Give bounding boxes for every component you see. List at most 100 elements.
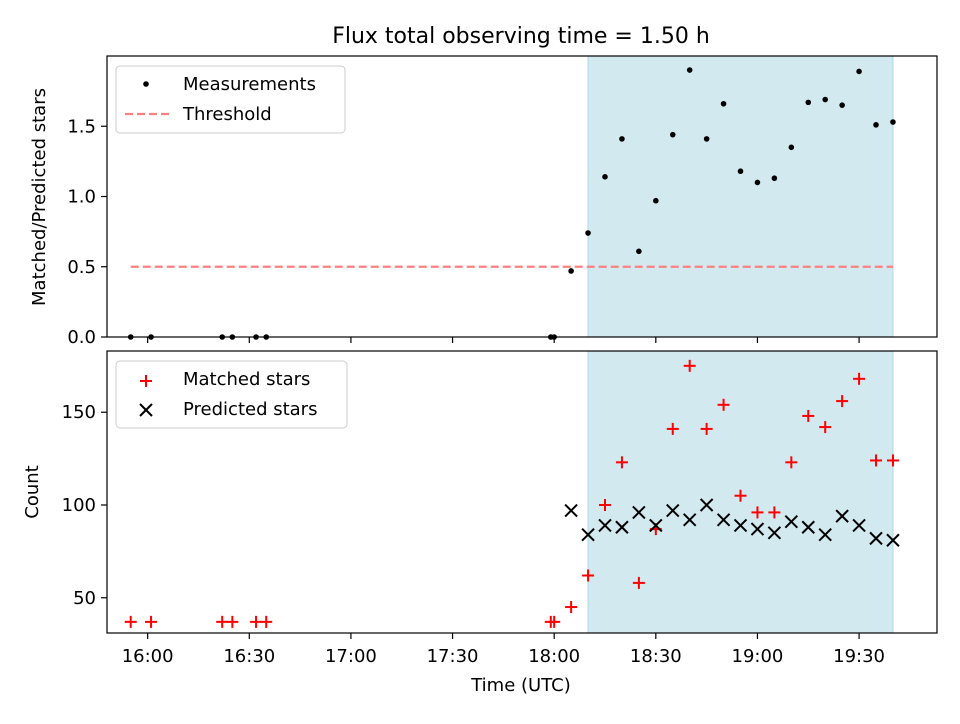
measurement-point <box>737 168 744 175</box>
predicted-star-point <box>699 498 714 512</box>
bottom-panel: 50 100 150 16:00 16:30 17:00 17:30 18:00 18:30 1… <box>62 350 938 667</box>
top-ytick-label: 1.5 <box>67 116 96 137</box>
legend-measurements-label: Measurements <box>183 74 316 95</box>
measurement-point <box>754 179 761 186</box>
matched-star-point <box>734 489 747 502</box>
xtick-label: 18:00 <box>528 646 580 667</box>
predicted-star-point <box>835 509 849 523</box>
predicted-star-point <box>615 520 629 534</box>
bottom-ytick-label: 50 <box>73 588 96 609</box>
matched-star-point <box>632 576 645 589</box>
xtick-label: 17:00 <box>325 646 377 667</box>
measurement-point <box>720 100 727 107</box>
matched-star-point <box>250 615 263 628</box>
top-ytick-label: 1.0 <box>67 187 96 208</box>
predicted-star-point <box>682 513 697 527</box>
measurement-point <box>771 175 778 182</box>
predicted-star-point <box>801 520 815 534</box>
legend-predicted-label: Predicted stars <box>183 399 317 420</box>
legend-measurements-marker <box>143 81 149 87</box>
predicted-star-point <box>666 503 680 518</box>
matched-star-point <box>836 395 849 408</box>
bottom-plot-frame <box>106 350 938 634</box>
matched-star-point <box>819 421 832 434</box>
xtick-label: 18:30 <box>630 646 682 667</box>
measurement-point <box>703 136 710 142</box>
measurement-point <box>585 230 591 236</box>
matched-star-point <box>666 422 679 435</box>
matched-star-point <box>751 506 764 519</box>
measurement-point <box>856 68 862 75</box>
top-legend: Measurements Threshold <box>115 65 346 134</box>
matched-star-point <box>599 498 611 511</box>
top-panel: 0.0 0.5 1.0 1.5 Measurements Threshold <box>67 55 938 348</box>
matched-star-point <box>785 456 798 469</box>
measurement-point <box>686 67 693 73</box>
matched-star-point <box>802 409 815 422</box>
matched-star-point <box>548 615 561 628</box>
xtick-label: 16:30 <box>223 646 275 667</box>
xtick-label: 19:00 <box>732 646 784 667</box>
top-y-axis-label: Matched/Predicted stars <box>29 88 50 306</box>
matched-star-point <box>582 569 595 582</box>
predicted-star-point <box>750 522 765 536</box>
top-ytick-label: 0.5 <box>67 257 96 278</box>
matched-star-point <box>768 506 781 519</box>
measurement-point <box>653 197 659 204</box>
top-ytick-label: 0.0 <box>67 327 96 348</box>
predicted-star-point <box>632 505 646 520</box>
measurement-point <box>805 99 812 106</box>
legend-threshold-label: Threshold <box>182 104 272 125</box>
matched-star-point <box>216 615 229 628</box>
predicted-star-point <box>733 518 748 533</box>
predicted-star-point <box>784 514 799 529</box>
xtick-label: 16:00 <box>122 646 174 667</box>
matched-star-point <box>124 615 137 628</box>
predicted-star-point <box>818 527 832 542</box>
top-legend-box <box>115 65 346 134</box>
predicted-star-point <box>598 518 612 533</box>
predicted-star-point <box>649 518 663 533</box>
x-axis-label: Time (UTC) <box>470 675 571 696</box>
measurement-point <box>788 144 795 151</box>
matched-star-point <box>700 422 713 435</box>
measurement-point <box>839 102 845 108</box>
xtick-label: 17:30 <box>427 646 479 667</box>
bottom-ytick-label: 100 <box>62 495 96 516</box>
matched-star-point <box>615 456 628 469</box>
predicted-star-point <box>767 526 782 540</box>
measurement-point <box>873 122 879 128</box>
bottom-legend-box <box>115 360 348 429</box>
matched-star-point <box>886 454 899 467</box>
predicted-star-point <box>886 533 900 547</box>
matched-star-point <box>870 454 883 467</box>
top-shaded-region <box>587 55 894 338</box>
matched-star-point <box>683 359 696 372</box>
bottom-legend: Matched stars Predicted stars <box>115 360 348 429</box>
xtick-label: 19:30 <box>833 646 885 667</box>
matched-star-point <box>717 398 730 411</box>
measurement-point <box>890 119 896 125</box>
bottom-y-axis-label: Count <box>22 465 43 518</box>
legend-matched-marker <box>140 375 152 387</box>
predicted-star-point <box>852 518 866 533</box>
predicted-star-point <box>716 513 731 527</box>
legend-predicted-marker <box>139 403 153 417</box>
matched-star-point <box>853 372 866 385</box>
measurement-point <box>568 268 574 274</box>
legend-matched-label: Matched stars <box>183 369 310 390</box>
bottom-ytick-label: 150 <box>62 402 96 423</box>
matched-star-point <box>565 601 578 614</box>
predicted-star-point <box>564 503 578 518</box>
measurement-point <box>602 174 608 180</box>
predicted-star-point <box>869 531 883 546</box>
chart-title: Flux total observing time = 1.50 h <box>332 24 710 49</box>
matched-star-point <box>145 615 158 628</box>
measurement-point <box>619 136 625 142</box>
measurement-point <box>669 131 676 138</box>
matched-star-point <box>226 615 239 628</box>
measurement-point <box>636 248 642 255</box>
matched-star-point <box>260 615 273 628</box>
